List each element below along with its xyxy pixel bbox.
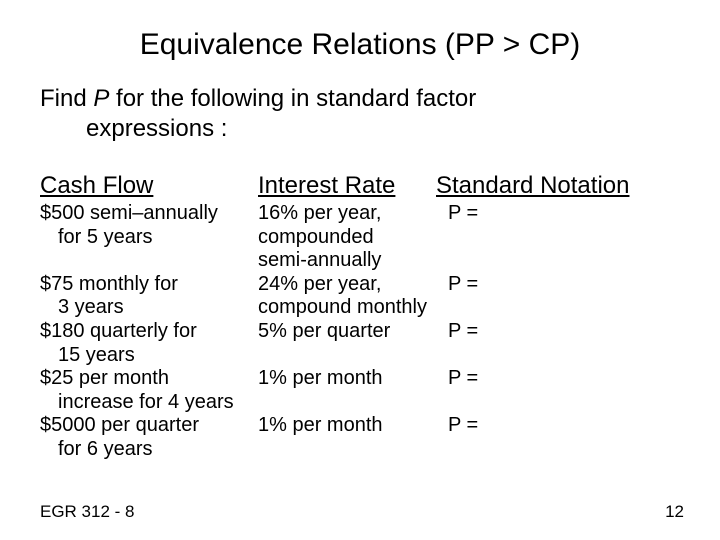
rate-cell: 1% per month [258, 367, 436, 391]
intro-variable-p: P [93, 85, 109, 112]
cash-line1: $180 quarterly for [40, 320, 197, 342]
cash-line1: $75 monthly for [40, 273, 178, 295]
footer-page-number: 12 [665, 502, 684, 522]
rate-cell: 24% per year, compound monthly [258, 273, 436, 320]
table-row: $5000 per quarter for 6 years 1% per mon… [40, 414, 680, 461]
cash-line2: for 5 years [40, 226, 258, 250]
table-row: $180 quarterly for 15 years 5% per quart… [40, 320, 680, 367]
cash-line2: 3 years [40, 296, 258, 320]
table-header-row: Cash Flow Interest Rate Standard Notatio… [40, 172, 680, 200]
rate-line2: compounded [258, 226, 374, 248]
cash-line1: $500 semi–annually [40, 202, 218, 224]
header-cash-flow: Cash Flow [40, 172, 258, 200]
cash-flow-cell: $75 monthly for 3 years [40, 273, 258, 320]
cash-line1: $5000 per quarter [40, 414, 199, 436]
rate-line1: 1% per month [258, 367, 383, 389]
cash-flow-cell: $25 per month increase for 4 years [40, 367, 258, 414]
footer-course-code: EGR 312 - 8 [40, 502, 135, 522]
factor-table: Cash Flow Interest Rate Standard Notatio… [40, 172, 680, 462]
slide-title: Equivalence Relations (PP > CP) [40, 28, 680, 62]
rate-line1: 1% per month [258, 414, 383, 436]
cash-line2: 15 years [40, 344, 258, 368]
rate-line2: compound monthly [258, 296, 427, 318]
table-row: $75 monthly for 3 years 24% per year, co… [40, 273, 680, 320]
intro-part-a: Find [40, 85, 93, 112]
cash-line2: for 6 years [40, 438, 258, 462]
intro-text: Find P for the following in standard fac… [40, 84, 680, 144]
intro-part-c: for the following in standard factor [109, 85, 476, 112]
cash-flow-cell: $180 quarterly for 15 years [40, 320, 258, 367]
rate-line3: semi-annually [258, 249, 381, 271]
header-standard-notation: Standard Notation [436, 172, 680, 200]
slide: Equivalence Relations (PP > CP) Find P f… [0, 0, 720, 540]
table-row: $25 per month increase for 4 years 1% pe… [40, 367, 680, 414]
notation-cell: P = [436, 414, 680, 438]
rate-line1: 5% per quarter [258, 320, 390, 342]
cash-flow-cell: $500 semi–annually for 5 years [40, 202, 258, 249]
intro-line2: expressions : [40, 114, 680, 144]
notation-cell: P = [436, 367, 680, 391]
cash-line2: increase for 4 years [40, 391, 258, 415]
table-row: $500 semi–annually for 5 years 16% per y… [40, 202, 680, 273]
rate-line1: 24% per year, [258, 273, 381, 295]
cash-flow-cell: $5000 per quarter for 6 years [40, 414, 258, 461]
rate-cell: 16% per year, compounded semi-annually [258, 202, 436, 273]
header-interest-rate: Interest Rate [258, 172, 436, 200]
rate-line1: 16% per year, [258, 202, 381, 224]
notation-cell: P = [436, 273, 680, 297]
rate-cell: 5% per quarter [258, 320, 436, 344]
cash-line1: $25 per month [40, 367, 169, 389]
rate-cell: 1% per month [258, 414, 436, 438]
notation-cell: P = [436, 202, 680, 226]
notation-cell: P = [436, 320, 680, 344]
